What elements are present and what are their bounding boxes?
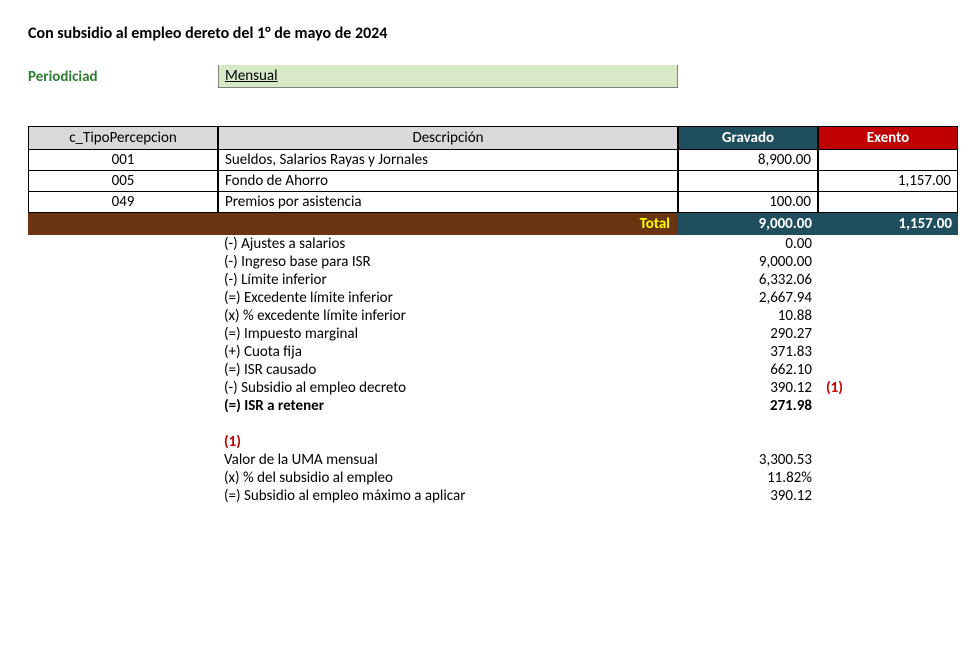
periodicity-value[interactable]: Mensual — [218, 65, 678, 88]
table-cell-desc: Sueldos, Salarios Rayas y Jornales — [218, 150, 678, 171]
calc-ref: (1) — [818, 379, 878, 397]
calc-label: (=) ISR a retener — [218, 397, 678, 415]
calc-value: 371.83 — [678, 343, 818, 361]
calc-label: (+) Cuota fija — [218, 343, 678, 361]
calc-value: 390.12 — [678, 379, 818, 397]
calc-ref — [818, 253, 878, 271]
calc-row: (=) Impuesto marginal290.27 — [28, 325, 878, 343]
calc-value: 662.10 — [678, 361, 818, 379]
col-header-exento: Exento — [818, 126, 958, 150]
calc-value: 2,667.94 — [678, 289, 818, 307]
calc-row: (-) Subsidio al empleo decreto390.12(1) — [28, 379, 878, 397]
footnote-label: (x) % del subsidio al empleo — [218, 469, 678, 487]
calc-row: (-) Ingreso base para ISR9,000.00 — [28, 253, 878, 271]
footnote-row: (=) Subsidio al empleo máximo a aplicar3… — [28, 487, 878, 505]
footnote-row: Valor de la UMA mensual3,300.53 — [28, 451, 878, 469]
calc-row: (-) Límite inferior6,332.06 — [28, 271, 878, 289]
calc-label: (=) Impuesto marginal — [218, 325, 678, 343]
footnote-value: 390.12 — [678, 487, 818, 505]
footnote-value: 3,300.53 — [678, 451, 818, 469]
table-row: 001 — [28, 150, 218, 171]
calc-ref — [818, 271, 878, 289]
footnote-marker: (1) — [218, 433, 678, 451]
calc-ref — [818, 235, 878, 253]
table-cell-gravado — [678, 171, 818, 192]
calc-row: (=) ISR causado662.10 — [28, 361, 878, 379]
footnote-row: (x) % del subsidio al empleo11.82% — [28, 469, 878, 487]
calc-row: (=) ISR a retener271.98 — [28, 397, 878, 415]
col-header-desc: Descripción — [218, 126, 678, 150]
calc-value: 9,000.00 — [678, 253, 818, 271]
calc-ref — [818, 325, 878, 343]
calc-ref — [818, 307, 878, 325]
calc-value: 290.27 — [678, 325, 818, 343]
page-title: Con subsidio al empleo dereto del 1° de … — [28, 24, 946, 43]
footnote-value: 11.82% — [678, 469, 818, 487]
calc-row: (-) Ajustes a salarios0.00 — [28, 235, 878, 253]
calc-ref — [818, 361, 878, 379]
total-gravado: 9,000.00 — [678, 213, 818, 235]
calc-ref — [818, 289, 878, 307]
total-label: Total — [28, 213, 678, 235]
calc-value: 6,332.06 — [678, 271, 818, 289]
calc-ref — [818, 397, 878, 415]
col-header-code: c_TipoPercepcion — [28, 126, 218, 150]
footnote-label: (=) Subsidio al empleo máximo a aplicar — [218, 487, 678, 505]
calc-row: (+) Cuota fija371.83 — [28, 343, 878, 361]
table-cell-gravado: 100.00 — [678, 192, 818, 213]
table-row: 049 — [28, 192, 218, 213]
calc-label: (-) Límite inferior — [218, 271, 678, 289]
table-cell-exento — [818, 150, 958, 171]
col-header-gravado: Gravado — [678, 126, 818, 150]
calc-value: 271.98 — [678, 397, 818, 415]
calc-value: 0.00 — [678, 235, 818, 253]
footnote-label: Valor de la UMA mensual — [218, 451, 678, 469]
table-cell-exento — [818, 192, 958, 213]
calc-label: (-) Ingreso base para ISR — [218, 253, 678, 271]
table-cell-gravado: 8,900.00 — [678, 150, 818, 171]
calc-row: (x) % excedente límite inferior10.88 — [28, 307, 878, 325]
table-cell-exento: 1,157.00 — [818, 171, 958, 192]
table-cell-desc: Premios por asistencia — [218, 192, 678, 213]
table-cell-desc: Fondo de Ahorro — [218, 171, 678, 192]
calc-label: (-) Subsidio al empleo decreto — [218, 379, 678, 397]
calc-label: (-) Ajustes a salarios — [218, 235, 678, 253]
periodicity-label: Periodiciad — [28, 68, 218, 86]
periodicity-row: Periodiciad Mensual — [28, 65, 946, 88]
table-row: 005 — [28, 171, 218, 192]
calc-label: (=) ISR causado — [218, 361, 678, 379]
calc-value: 10.88 — [678, 307, 818, 325]
calc-label: (x) % excedente límite inferior — [218, 307, 678, 325]
perceptions-table: c_TipoPercepcion Descripción Gravado Exe… — [28, 126, 958, 235]
total-exento: 1,157.00 — [818, 213, 958, 235]
calc-ref — [818, 343, 878, 361]
calc-label: (=) Excedente límite inferior — [218, 289, 678, 307]
calc-row: (=) Excedente límite inferior2,667.94 — [28, 289, 878, 307]
